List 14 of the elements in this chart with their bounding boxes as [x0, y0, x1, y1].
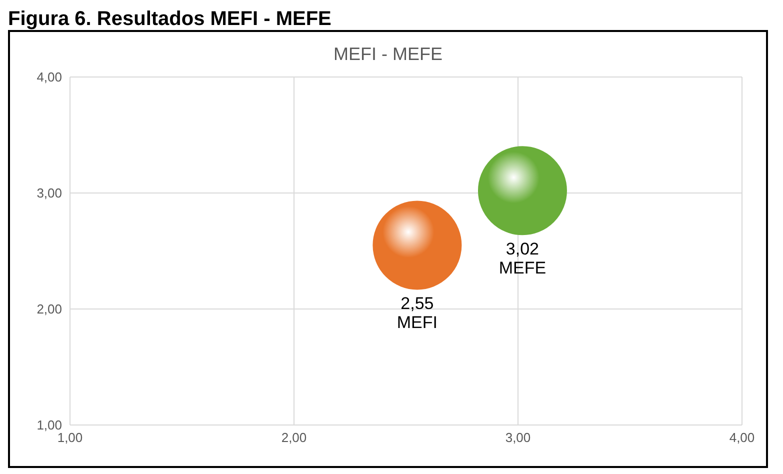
chart-subtitle: MEFI - MEFE	[332, 44, 444, 65]
x-tick-label: 2,00	[281, 430, 307, 446]
x-tick-label: 4,00	[729, 430, 755, 446]
x-tick-label: 3,00	[505, 430, 531, 446]
y-tick-label: 1,00	[36, 418, 62, 433]
series-label: MEFI	[396, 313, 438, 332]
y-tick-label: 2,00	[36, 302, 62, 317]
series-label: MEFE	[498, 258, 546, 278]
data-label: 3,02	[506, 240, 540, 259]
y-tick-label: 4,00	[36, 70, 62, 85]
chart-title: Figura 6. Resultados MEFI - MEFE	[8, 8, 332, 30]
data-label: 2,55	[400, 294, 434, 314]
x-tick-label: 1,00	[57, 430, 83, 446]
y-tick-label: 3,00	[36, 186, 62, 201]
